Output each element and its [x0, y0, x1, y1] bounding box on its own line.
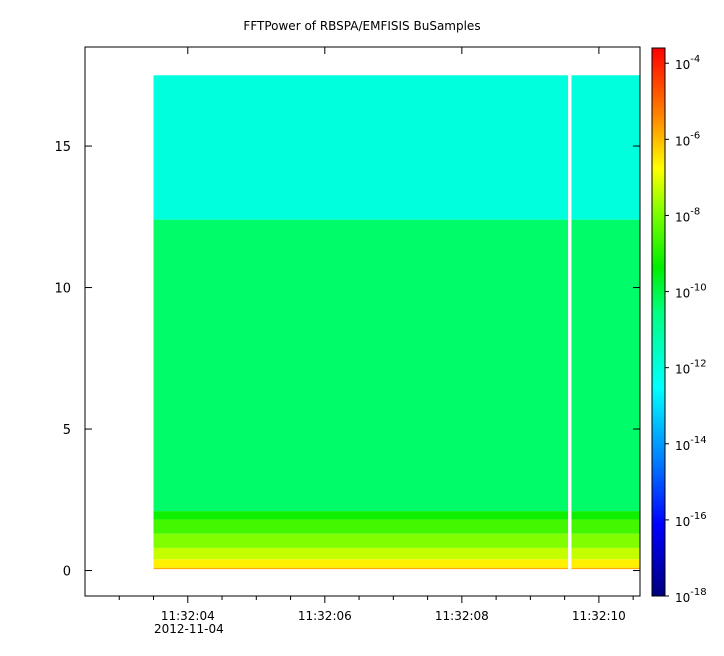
y-tick-label: 15 [54, 140, 71, 155]
x-tick-label: 11:32:06 [298, 609, 352, 623]
spectrogram-band-5-1 [571, 511, 640, 520]
colorbar-tick-label: 10-18 [675, 587, 707, 605]
spectrogram-band-7-0 [153, 75, 569, 220]
spectrogram-band-6-1 [571, 219, 640, 512]
y-tick-label: 0 [63, 565, 71, 580]
x-axis: 11:32:04 11:32:06 11:32:08 11:32:10 [118, 47, 634, 623]
colorbar-tick-label: 10-16 [675, 511, 707, 529]
y-tick-label: 5 [63, 423, 71, 438]
spectrogram-band-0-1 [571, 567, 640, 570]
colorbar-tick-label: 10-8 [675, 206, 700, 224]
x-axis-date-label: 2012-11-04 [154, 622, 224, 636]
spectrogram-band-3-1 [571, 533, 640, 548]
colorbar-axis: 10-4 10-6 10-8 10-10 10-12 10-14 10-16 10-18 [665, 54, 707, 605]
spectrogram-band-4-0 [153, 519, 569, 534]
plot-frame [84, 46, 641, 597]
colorbar [651, 47, 666, 597]
x-tick-label: 11:32:08 [435, 609, 489, 623]
x-tick-label: 11:32:04 [161, 609, 215, 623]
y-tick-label: 10 [54, 282, 71, 297]
spectrogram-band-2-1 [571, 547, 640, 560]
spectrogram-band-3-0 [153, 533, 569, 548]
spectrogram-band-2-0 [153, 547, 569, 560]
colorbar-tick-label: 10-12 [675, 359, 707, 377]
y-axis: 0 5 10 15 [54, 140, 640, 580]
spectrogram-band-5-0 [153, 511, 569, 520]
spectrogram-band-1-1 [571, 559, 640, 568]
x-tick-label: 11:32:10 [572, 609, 626, 623]
colorbar-tick-label: 10-4 [675, 54, 700, 72]
colorbar-tick-label: 10-14 [675, 435, 707, 453]
spectrogram-band-4-1 [571, 519, 640, 534]
spectrogram-data [153, 75, 640, 570]
spectrogram-band-6-0 [153, 219, 569, 512]
spectrogram-band-1-0 [153, 559, 569, 568]
colorbar-tick-label: 10-10 [675, 283, 707, 301]
chart-title: FFTPower of RBSPA/EMFISIS BuSamples [243, 19, 480, 33]
spectrogram-band-0-0 [153, 567, 569, 570]
spectrogram-band-7-1 [571, 75, 640, 220]
colorbar-tick-label: 10-6 [675, 130, 700, 148]
